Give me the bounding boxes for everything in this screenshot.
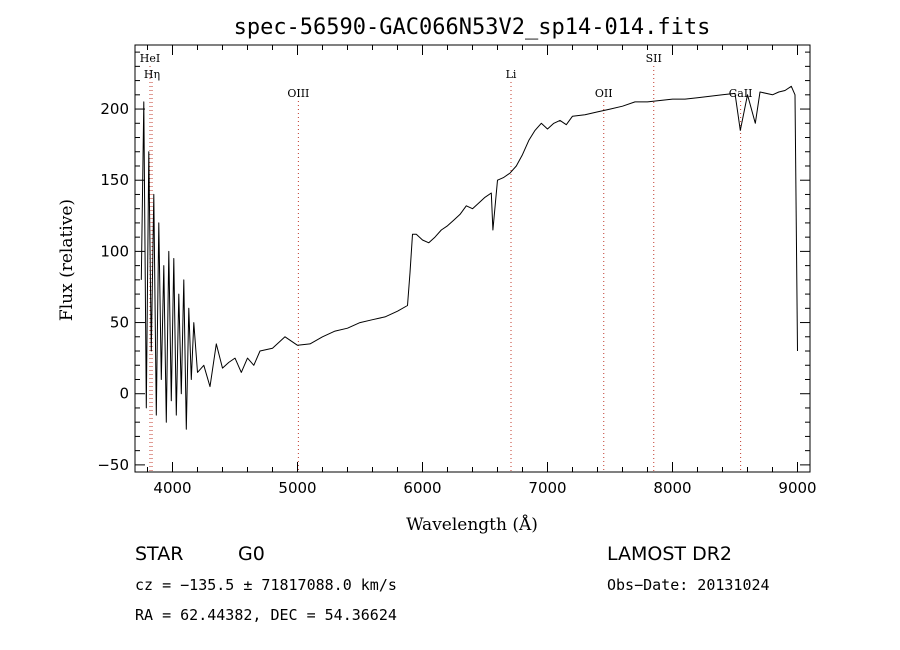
y-tick-label: 100 — [100, 242, 129, 260]
y-tick-label: 200 — [100, 100, 129, 118]
x-tick-label: 4000 — [153, 479, 191, 497]
y-tick-label: 150 — [100, 171, 129, 189]
obs-date: Obs−Date: 20131024 — [607, 576, 770, 594]
y-tick-label: 50 — [110, 314, 129, 332]
line-marker-label: Hη — [144, 68, 160, 81]
x-tick-label: 5000 — [278, 479, 316, 497]
spectrum-series — [140, 85, 798, 430]
line-marker-label: SII — [646, 52, 662, 65]
survey-name: LAMOST DR2 — [607, 543, 732, 565]
chart-title: spec-56590-GAC066N53V2_sp14-014.fits — [234, 15, 711, 40]
x-tick-label: 7000 — [528, 479, 566, 497]
x-tick-label: 8000 — [653, 479, 691, 497]
x-axis-label: Wavelength (Å) — [406, 514, 538, 535]
radec-line: RA = 62.44382, DEC = 54.36624 — [135, 606, 397, 624]
x-tick-label: 6000 — [403, 479, 441, 497]
line-marker-label: HeI — [140, 52, 160, 65]
line-marker-label: OII — [595, 87, 613, 100]
y-axis-label: Flux (relative) — [57, 199, 77, 321]
x-tick-label: 9000 — [778, 479, 816, 497]
footer-info: STAR G0 LAMOST DR2 cz = −135.5 ± 7181708… — [135, 543, 770, 624]
line-marker-label: OIII — [287, 87, 309, 100]
plot-area — [140, 85, 798, 430]
plot-frame — [134, 44, 811, 473]
line-marker-label: CaII — [729, 87, 753, 100]
redshift-line: cz = −135.5 ± 71817088.0 km/s — [135, 576, 397, 594]
emission-line-markers: HeI Hη OIII Li OII SII CaII — [140, 52, 753, 472]
line-marker-label: Li — [506, 68, 517, 81]
y-tick-label: −50 — [97, 456, 129, 474]
object-subclass: G0 — [238, 543, 265, 565]
object-class: STAR — [135, 543, 183, 565]
y-tick-label: 0 — [119, 385, 129, 403]
axes: 4000 5000 6000 7000 8000 9000 −50 0 50 100 150 200 — [97, 44, 817, 497]
